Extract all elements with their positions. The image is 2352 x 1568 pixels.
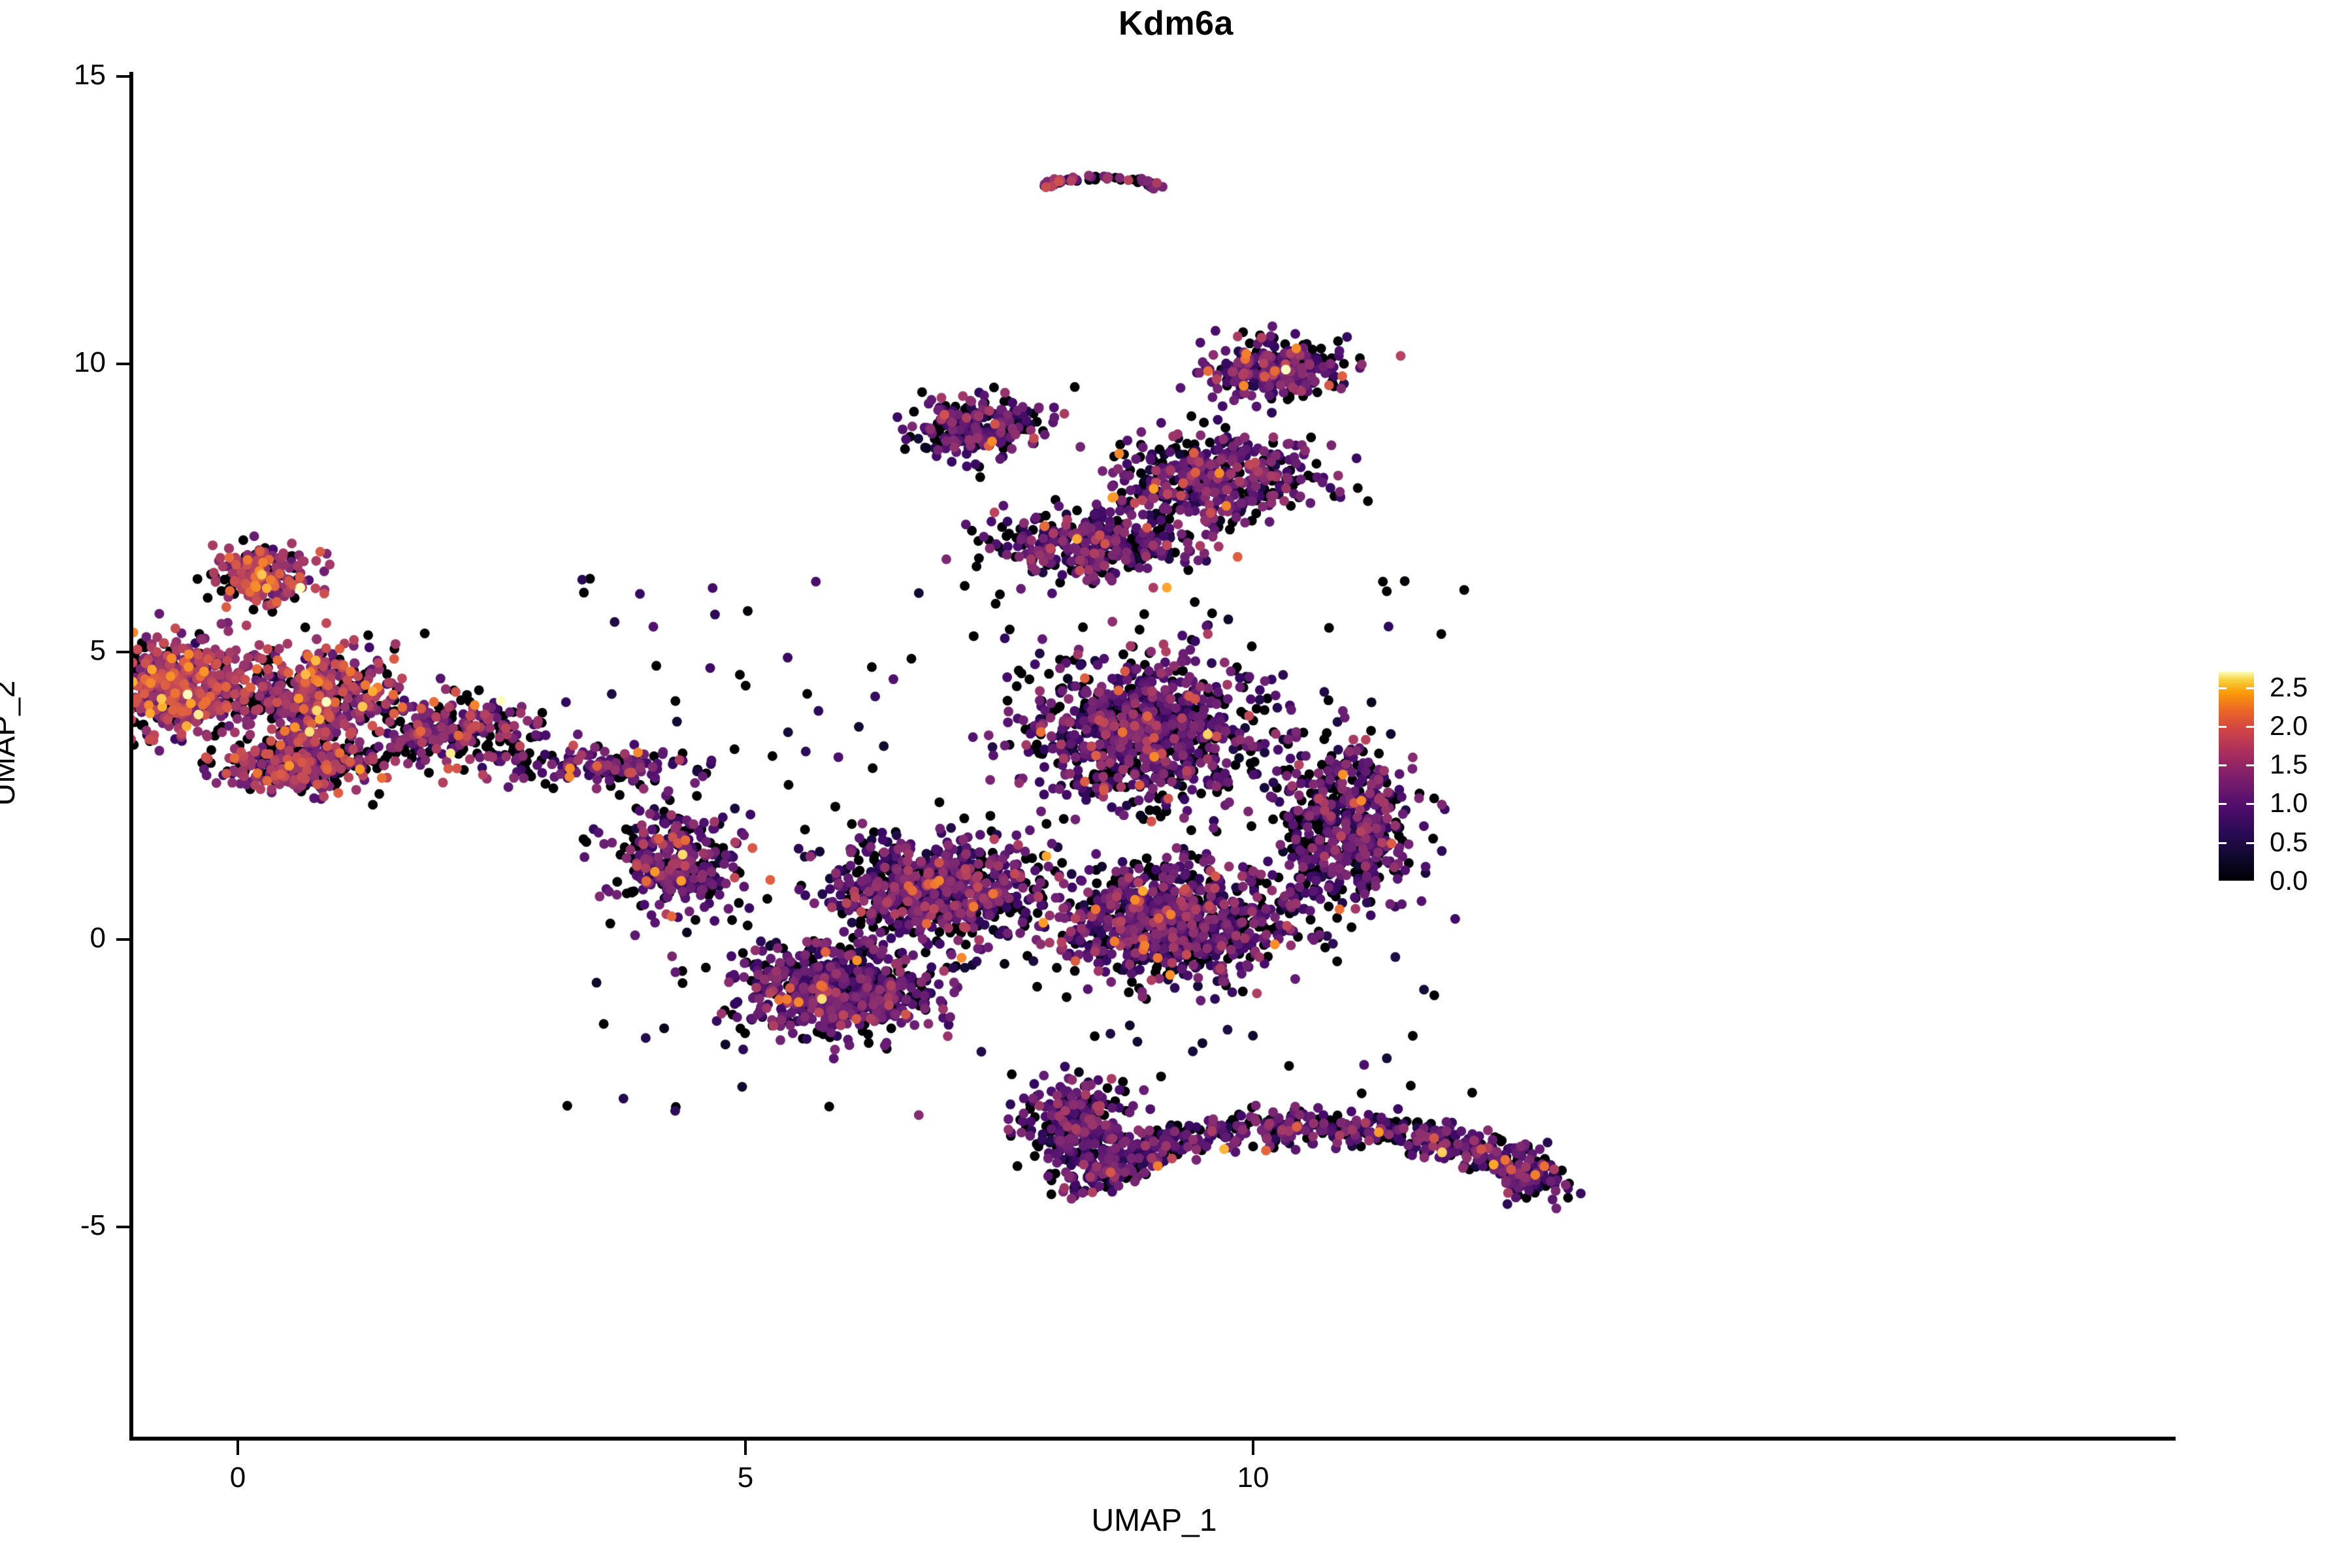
colorbar-tick-label: 2.0 xyxy=(2270,710,2308,741)
plot-panel xyxy=(133,72,2176,1439)
colorbar-tick-mark xyxy=(2246,803,2254,806)
x-tick-mark xyxy=(237,1439,239,1455)
page-title: Kdm6a xyxy=(1119,5,1233,42)
colorbar-tick-label: 0.0 xyxy=(2270,865,2308,896)
colorbar-tick-label: 1.0 xyxy=(2270,787,2308,819)
x-tick-label: 10 xyxy=(1237,1462,1269,1494)
colorbar-tick-mark xyxy=(2219,803,2227,806)
colorbar-tick-mark xyxy=(2219,841,2227,844)
colorbar-legend: 2.5 2.0 1.5 1.0 0.5 0.0 xyxy=(2219,671,2343,894)
colorbar-tick-mark xyxy=(2246,687,2254,689)
colorbar-tick-mark xyxy=(2246,881,2254,883)
y-tick-mark xyxy=(116,1226,131,1229)
colorbar-tick-mark xyxy=(2219,687,2227,689)
colorbar-tick-label: 1.5 xyxy=(2270,749,2308,780)
scatter-canvas xyxy=(133,72,2176,1439)
x-tick-mark xyxy=(744,1439,747,1455)
y-tick-label: 10 xyxy=(74,346,106,379)
colorbar-tick-label: 0.5 xyxy=(2270,826,2308,857)
y-tick-mark xyxy=(116,75,131,78)
colorbar-tick-mark xyxy=(2219,764,2227,767)
x-tick-label: 5 xyxy=(737,1462,754,1494)
colorbar-tick-label: 2.5 xyxy=(2270,671,2308,702)
x-axis-label: UMAP_1 xyxy=(1091,1503,1217,1538)
y-tick-label: 15 xyxy=(74,59,106,91)
colorbar-tick-mark xyxy=(2246,725,2254,728)
colorbar-tick-mark xyxy=(2246,841,2254,844)
colorbar-gradient xyxy=(2219,672,2254,881)
y-axis-line xyxy=(129,72,133,1441)
y-tick-label: -5 xyxy=(80,1209,106,1242)
y-tick-mark xyxy=(116,650,131,653)
y-tick-label: 0 xyxy=(90,922,106,954)
x-tick-label: 0 xyxy=(229,1462,246,1494)
x-axis-line xyxy=(129,1437,2176,1441)
colorbar-tick-mark xyxy=(2219,881,2227,883)
colorbar-tick-mark xyxy=(2219,725,2227,728)
x-tick-mark xyxy=(1252,1439,1254,1455)
y-tick-label: 5 xyxy=(90,634,106,666)
y-tick-mark xyxy=(116,938,131,941)
y-axis-label: UMAP_2 xyxy=(0,680,22,806)
y-tick-mark xyxy=(116,363,131,366)
colorbar-tick-mark xyxy=(2246,764,2254,767)
